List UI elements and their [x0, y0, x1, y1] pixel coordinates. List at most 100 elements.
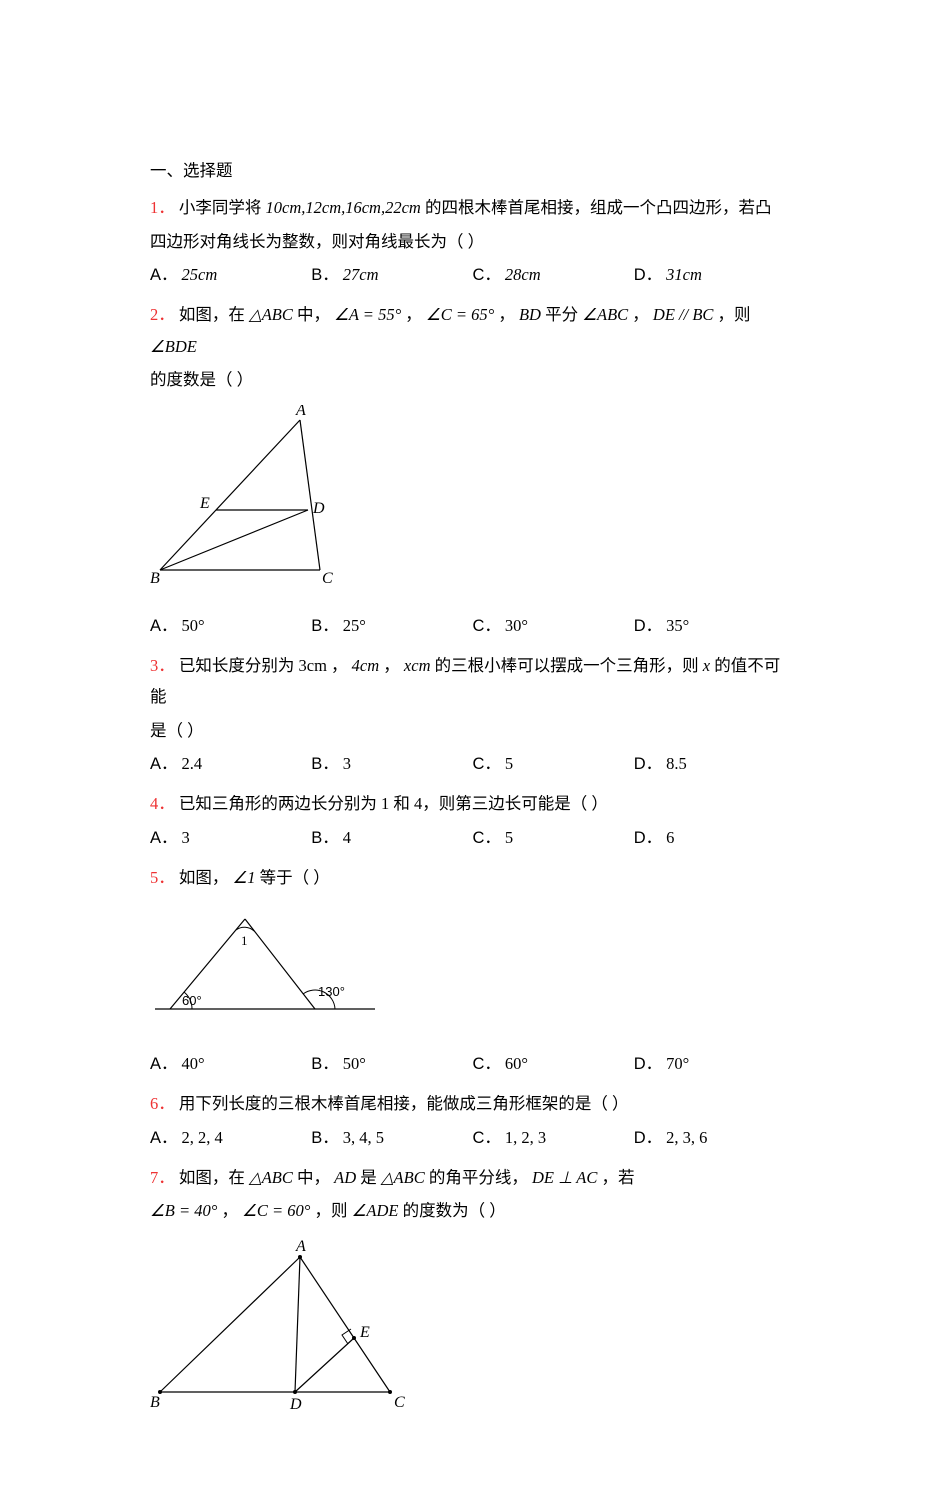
q3-opt-d-val: 8.5 [666, 754, 687, 773]
q5-opt-b-val: 50° [343, 1054, 366, 1073]
q4-opt-a[interactable]: A．3 [150, 822, 311, 854]
qnum-2: 2． [150, 305, 175, 324]
q7-text-f: ，则 [315, 1201, 348, 1220]
q1-opt-d-val: 31cm [666, 265, 702, 284]
q7-sep: ， [221, 1201, 238, 1220]
question-4: 4． 已知三角形的两边长分别为 1 和 4，则第三边长可能是（ ） [150, 788, 795, 819]
q2-opt-a[interactable]: A．50° [150, 610, 311, 642]
q1-text-a: 小李同学将 [179, 198, 262, 217]
q2-bd: BD [519, 305, 541, 324]
q7-perp: DE ⊥ AC [532, 1168, 597, 1187]
q3-text-b: 的三根小棒可以摆成一个三角形，则 [435, 656, 699, 675]
exam-page: 一、选择题 1． 小李同学将 10cm,12cm,16cm,22cm 的四根木棒… [0, 0, 945, 1501]
q1-opt-d[interactable]: D．31cm [634, 259, 795, 291]
q3-options: A．2.4 B．3 C．5 D．8.5 [150, 748, 795, 780]
q2-text-d: ，则 [718, 305, 751, 324]
q1-opt-a[interactable]: A．25cm [150, 259, 311, 291]
q1-opt-a-val: 25cm [182, 265, 218, 284]
q7-tri2: △ABC [381, 1168, 425, 1187]
q2-opt-b-val: 25° [343, 616, 366, 635]
q7-label-B: B [150, 1394, 160, 1411]
q2-opt-d[interactable]: D．35° [634, 610, 795, 642]
q2-text-b: 中， [297, 305, 330, 324]
q3-sep1: ， [331, 656, 348, 675]
q3-v3: xcm [404, 656, 431, 675]
q5-label-60: 60° [182, 993, 202, 1008]
q7-line2: ∠B = 40° ， ∠C = 60° ，则 ∠ADE 的度数为（ ） [150, 1195, 795, 1226]
q3-opt-b[interactable]: B．3 [311, 748, 472, 780]
q5-text-a: 如图， [179, 868, 229, 887]
q4-opt-d[interactable]: D．6 [634, 822, 795, 854]
q2-line2: 的度数是（ ） [150, 364, 795, 395]
q7-text-c: 是 [360, 1168, 377, 1187]
q6-opt-a-val: 2, 2, 4 [182, 1128, 223, 1147]
q3-line2: 是（ ） [150, 715, 795, 746]
question-3: 3． 已知长度分别为 3cm ， 4cm ， xcm 的三根小棒可以摆成一个三角… [150, 650, 795, 713]
q6-options: A．2, 2, 4 B．3, 4, 5 C．1, 2, 3 D．2, 3, 6 [150, 1122, 795, 1154]
q4-text: 已知三角形的两边长分别为 1 和 4，则第三边长可能是（ ） [179, 794, 608, 813]
q5-opt-a[interactable]: A．40° [150, 1048, 311, 1080]
q2-angABC: ∠ABC [582, 305, 628, 324]
q2-label-A: A [295, 405, 306, 419]
q5-opt-c[interactable]: C．60° [473, 1048, 634, 1080]
q2-figure: A B C D E [150, 405, 795, 595]
q5-label-130: 130° [318, 984, 345, 999]
section-heading: 一、选择题 [150, 155, 795, 186]
q3-sep2: ， [383, 656, 400, 675]
q7-text-a: 如图，在 [179, 1168, 245, 1187]
q7-figure: A B C D E [150, 1237, 795, 1427]
q5-opt-b[interactable]: B．50° [311, 1048, 472, 1080]
q1-opt-b[interactable]: B．27cm [311, 259, 472, 291]
q4-opt-c[interactable]: C．5 [473, 822, 634, 854]
q3-opt-c[interactable]: C．5 [473, 748, 634, 780]
q3-opt-a-val: 2.4 [182, 754, 203, 773]
q5-figure: 1 60° 130° [150, 904, 795, 1034]
q6-opt-b[interactable]: B．3, 4, 5 [311, 1122, 472, 1154]
qnum-7: 7． [150, 1168, 175, 1187]
q2-opt-b[interactable]: B．25° [311, 610, 472, 642]
q6-opt-d-val: 2, 3, 6 [666, 1128, 707, 1147]
q7-label-C: C [394, 1394, 405, 1411]
q3-v2: 4cm [352, 656, 380, 675]
q3-x: x [703, 656, 710, 675]
question-2: 2． 如图，在 △ABC 中， ∠A = 55° ， ∠C = 65° ， BD… [150, 299, 795, 362]
q5-options: A．40° B．50° C．60° D．70° [150, 1048, 795, 1080]
q2-angA: ∠A = 55° [334, 305, 401, 324]
q2-text-a: 如图，在 [179, 305, 245, 324]
q4-opt-c-val: 5 [505, 828, 513, 847]
q5-opt-d[interactable]: D．70° [634, 1048, 795, 1080]
q6-opt-d[interactable]: D．2, 3, 6 [634, 1122, 795, 1154]
qnum-5: 5． [150, 868, 175, 887]
q2-options: A．50° B．25° C．30° D．35° [150, 610, 795, 642]
q7-angB: ∠B = 40° [150, 1201, 217, 1220]
q2-angC: ∠C = 65° [426, 305, 494, 324]
q7-ad: AD [334, 1168, 356, 1187]
q6-text: 用下列长度的三根木棒首尾相接，能做成三角形框架的是（ ） [179, 1094, 629, 1113]
q2-de: DE // BC [653, 305, 714, 324]
q5-ang1: ∠1 [233, 868, 256, 887]
q2-sep3: ， [632, 305, 649, 324]
q2-sep1: ， [405, 305, 422, 324]
q7-text-e: ，若 [602, 1168, 635, 1187]
qnum-3: 3． [150, 656, 175, 675]
q7-angADE: ∠ADE [352, 1201, 399, 1220]
q2-opt-c-val: 30° [505, 616, 528, 635]
qnum-1: 1． [150, 198, 175, 217]
q2-label-D: D [312, 500, 325, 517]
q4-opt-b[interactable]: B．4 [311, 822, 472, 854]
qnum-4: 4． [150, 794, 175, 813]
q7-label-D: D [289, 1396, 302, 1413]
q2-label-B: B [150, 570, 160, 585]
q6-opt-a[interactable]: A．2, 2, 4 [150, 1122, 311, 1154]
q6-opt-c-val: 1, 2, 3 [505, 1128, 546, 1147]
q1-opt-b-val: 27cm [343, 265, 379, 284]
q3-opt-a[interactable]: A．2.4 [150, 748, 311, 780]
q6-opt-c[interactable]: C．1, 2, 3 [473, 1122, 634, 1154]
q3-opt-d[interactable]: D．8.5 [634, 748, 795, 780]
q2-opt-d-val: 35° [666, 616, 689, 635]
q7-label-E: E [359, 1324, 370, 1341]
question-5: 5． 如图， ∠1 等于（ ） [150, 862, 795, 893]
q1-opt-c[interactable]: C．28cm [473, 259, 634, 291]
q3-opt-b-val: 3 [343, 754, 351, 773]
q2-opt-c[interactable]: C．30° [473, 610, 634, 642]
